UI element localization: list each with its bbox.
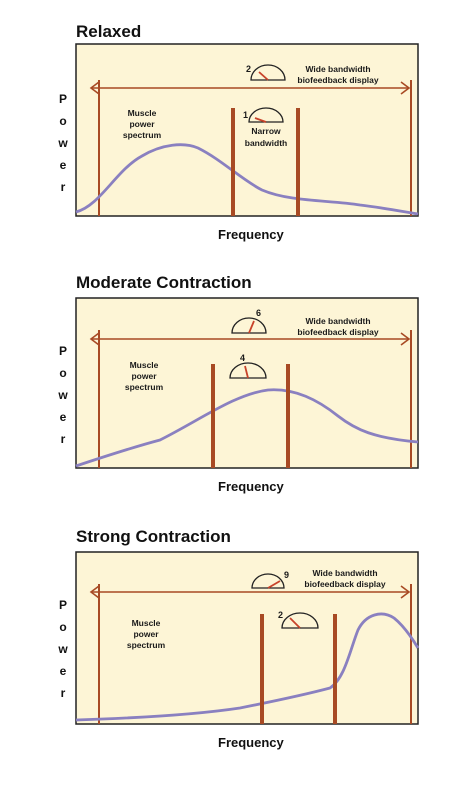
y-label-letter: o — [59, 114, 67, 128]
wide-bandwidth-gauge — [251, 573, 285, 589]
narrow-gauge-value: 2 — [278, 610, 283, 620]
y-label-letter: P — [58, 344, 67, 358]
y-label-letter: r — [60, 180, 66, 194]
y-label-letter: e — [59, 158, 67, 172]
narrow-bandwidth-gauge — [248, 107, 284, 123]
spectrum-label-line1: Muscle — [132, 618, 161, 628]
spectrum-label-line3: spectrum — [127, 640, 166, 650]
panel-relaxed: 2 Wide bandwidth biofeedback display 1 N… — [75, 43, 419, 217]
spectrum-label-line1: Muscle — [130, 360, 159, 370]
y-label-letter: e — [59, 664, 67, 678]
spectrum-label-line2: power — [131, 371, 157, 381]
y-label-letter: w — [58, 388, 68, 402]
wide-bandwidth-label-line1: Wide bandwidth — [305, 316, 370, 326]
y-label-letter: P — [58, 598, 67, 612]
wide-bandwidth-gauge — [231, 317, 267, 334]
wide-bandwidth-arrow — [89, 332, 411, 346]
y-label-letter: P — [58, 92, 67, 106]
spectrum-label-line3: spectrum — [123, 130, 162, 140]
plot-frame — [75, 43, 419, 217]
wide-gauge-value: 9 — [284, 570, 289, 580]
y-label-letter: w — [58, 136, 68, 150]
spectrum-label-line1: Muscle — [128, 108, 157, 118]
panel-moderate-contraction: 6 Wide bandwidth biofeedback display 4 M… — [75, 297, 419, 469]
panel-strong-contraction: 9 Wide bandwidth biofeedback display 2 M… — [75, 551, 420, 725]
wide-gauge-value: 6 — [256, 308, 261, 318]
y-label-letter: r — [60, 432, 66, 446]
x-axis-label: Frequency — [218, 479, 284, 494]
narrow-bandwidth-label-line2: bandwidth — [245, 138, 288, 148]
narrow-bandwidth-gauge — [229, 362, 267, 379]
narrow-gauge-value: 4 — [240, 353, 245, 363]
panel-title-strong: Strong Contraction — [76, 527, 231, 546]
wide-bandwidth-label-line1: Wide bandwidth — [312, 568, 377, 578]
narrow-bandwidth-label-line1: Narrow — [251, 126, 281, 136]
wide-bandwidth-label-line2: biofeedback display — [297, 75, 379, 85]
y-label-letter: e — [59, 410, 67, 424]
x-axis-label: Frequency — [218, 735, 284, 750]
y-label-letter: r — [60, 686, 66, 700]
panel-title-moderate: Moderate Contraction — [76, 273, 252, 292]
spectrum-label-line2: power — [133, 629, 159, 639]
y-label-letter: o — [59, 366, 67, 380]
wide-bandwidth-label-line1: Wide bandwidth — [305, 64, 370, 74]
wide-bandwidth-label-line2: biofeedback display — [297, 327, 379, 337]
wide-bandwidth-arrow — [89, 81, 411, 95]
wide-gauge-value: 2 — [246, 64, 251, 74]
wide-bandwidth-gauge — [250, 64, 286, 81]
y-axis-label: P o w e r — [56, 340, 70, 450]
panel-title-relaxed: Relaxed — [76, 22, 142, 41]
narrow-bandwidth-gauge — [281, 612, 319, 629]
wide-bandwidth-arrow — [89, 585, 411, 599]
y-label-letter: o — [59, 620, 67, 634]
y-axis-label: P o w e r — [56, 88, 70, 198]
x-axis-label: Frequency — [218, 227, 284, 242]
spectrum-label-line3: spectrum — [125, 382, 164, 392]
y-axis-label: P o w e r — [56, 594, 70, 704]
spectrum-label-line2: power — [129, 119, 155, 129]
y-label-letter: w — [58, 642, 68, 656]
muscle-power-spectrum-curve — [75, 388, 419, 468]
plot-frame — [75, 551, 419, 725]
narrow-gauge-value: 1 — [243, 110, 248, 120]
wide-bandwidth-label-line2: biofeedback display — [304, 579, 386, 589]
